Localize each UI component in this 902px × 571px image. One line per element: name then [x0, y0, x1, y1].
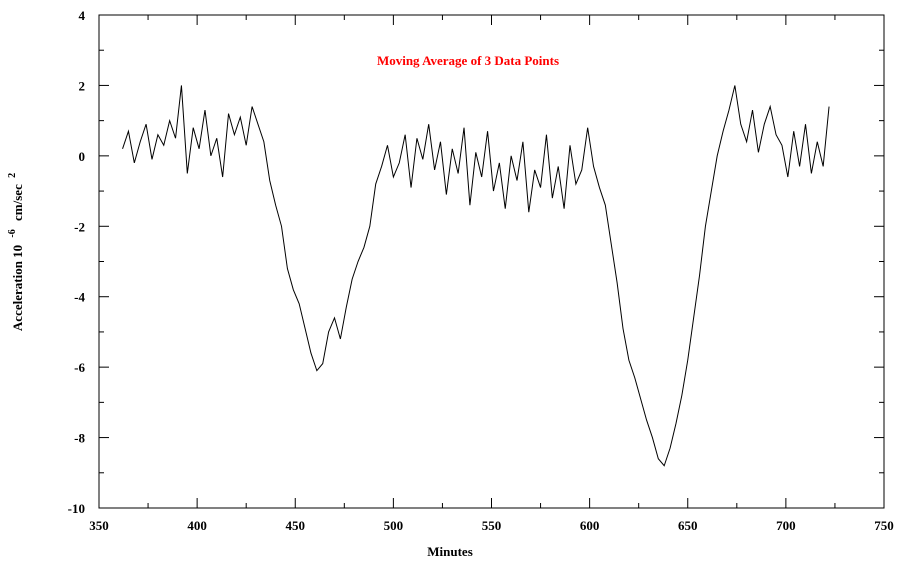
- x-tick-labels: 350 400 450 500 550 600 650 700 750: [89, 518, 894, 533]
- y-axis-title-unit: cm/sec: [10, 184, 25, 221]
- plot-frame: [98, 14, 885, 509]
- x-tick-label: 550: [482, 518, 502, 533]
- x-tick-label: 700: [776, 518, 796, 533]
- y-tick-label: -10: [68, 501, 85, 516]
- y-tick-labels: 4 2 0 -2 -4 -6 -8 -10: [68, 8, 86, 516]
- x-axis-title: Minutes: [427, 544, 473, 559]
- x-tick-label: 450: [286, 518, 306, 533]
- y-tick-label: 2: [79, 78, 86, 93]
- axis-ticks: [98, 14, 885, 509]
- y-tick-label: -6: [74, 360, 85, 375]
- x-tick-label: 600: [580, 518, 600, 533]
- y-tick-label: -2: [74, 219, 85, 234]
- y-axis-title: Acceleration 10 -6 cm/sec 2: [3, 173, 25, 331]
- x-tick-label: 750: [874, 518, 894, 533]
- y-tick-label: -4: [74, 290, 85, 305]
- x-tick-label: 650: [678, 518, 698, 533]
- y-tick-label: 0: [79, 149, 86, 164]
- x-tick-label: 400: [187, 518, 207, 533]
- y-axis-title-main: Acceleration 10: [10, 245, 25, 331]
- x-tick-label: 350: [89, 518, 109, 533]
- y-tick-label: 4: [79, 8, 86, 23]
- moving-average-annotation: Moving Average of 3 Data Points: [377, 53, 559, 68]
- data-series-line: [122, 85, 830, 467]
- y-axis-title-sup-exponent: -6: [7, 229, 18, 237]
- x-tick-label: 500: [384, 518, 404, 533]
- y-tick-label: -8: [74, 431, 85, 446]
- y-axis-title-unit-exponent: 2: [7, 173, 18, 178]
